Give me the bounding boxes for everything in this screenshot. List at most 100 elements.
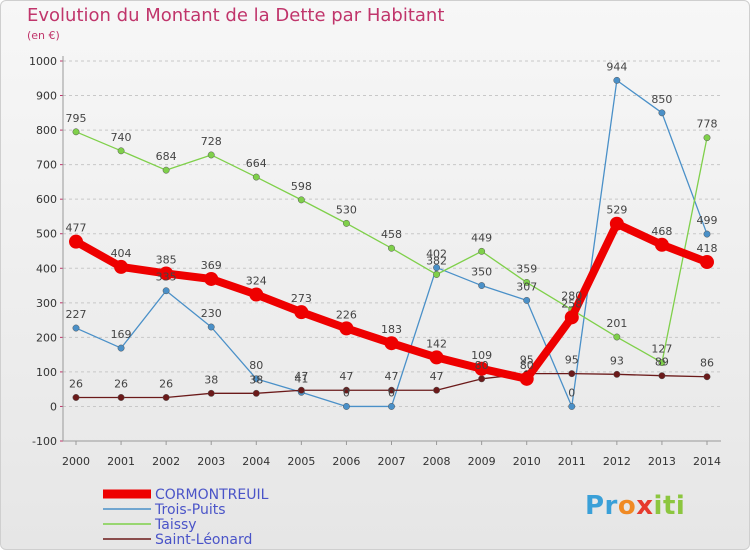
data-point bbox=[207, 389, 215, 397]
data-label: 369 bbox=[201, 259, 222, 272]
data-point bbox=[658, 109, 666, 117]
data-label: 95 bbox=[520, 354, 534, 367]
data-point bbox=[162, 287, 170, 295]
x-tick-label: 2002 bbox=[152, 455, 180, 468]
data-label: 26 bbox=[114, 377, 128, 390]
data-point bbox=[162, 166, 170, 174]
series-layer bbox=[69, 76, 714, 410]
data-point bbox=[249, 287, 264, 302]
data-label: 477 bbox=[66, 222, 87, 235]
data-point bbox=[117, 147, 125, 155]
x-tick-label: 2007 bbox=[378, 455, 406, 468]
y-tick-label: -100 bbox=[32, 435, 57, 448]
data-point bbox=[207, 151, 215, 159]
data-label: 350 bbox=[471, 266, 492, 279]
data-label: 273 bbox=[291, 292, 312, 305]
x-tick-label: 2006 bbox=[332, 455, 360, 468]
data-label: 385 bbox=[156, 253, 177, 266]
x-tick-label: 2001 bbox=[107, 455, 135, 468]
data-label: 258 bbox=[561, 297, 582, 310]
data-label: 307 bbox=[516, 280, 537, 293]
data-label: 740 bbox=[111, 131, 132, 144]
data-label: 850 bbox=[651, 93, 672, 106]
legend-label: Saint-Léonard bbox=[155, 532, 252, 548]
data-point bbox=[342, 219, 350, 227]
grid-lines bbox=[63, 60, 721, 442]
data-point bbox=[294, 305, 309, 320]
y-tick-label: 500 bbox=[36, 228, 57, 241]
data-point bbox=[654, 237, 669, 252]
data-label: 38 bbox=[249, 373, 263, 386]
data-label: 335 bbox=[156, 271, 177, 284]
y-tick-label: 800 bbox=[36, 124, 57, 137]
data-point bbox=[114, 259, 129, 274]
data-label: 47 bbox=[430, 370, 444, 383]
data-label: 41 bbox=[294, 372, 308, 385]
data-label: 458 bbox=[381, 228, 402, 241]
data-label: 86 bbox=[700, 357, 714, 370]
data-label: 324 bbox=[246, 275, 267, 288]
data-point bbox=[613, 76, 621, 84]
proxiti-logo: Proxiti bbox=[585, 491, 686, 521]
data-point bbox=[388, 386, 395, 394]
data-label: 795 bbox=[66, 112, 87, 125]
data-point bbox=[72, 128, 80, 136]
data-label: 80 bbox=[520, 359, 534, 372]
data-label: 402 bbox=[426, 248, 447, 261]
legend: CORMONTREUILTrois-PuitsTaissySaint-Léona… bbox=[103, 487, 269, 548]
data-label: 530 bbox=[336, 203, 357, 216]
data-label: 684 bbox=[156, 150, 177, 163]
legend-label: Taissy bbox=[154, 517, 197, 533]
data-label: 0 bbox=[568, 386, 575, 399]
data-point bbox=[703, 134, 711, 142]
y-tick-label: 400 bbox=[36, 262, 57, 275]
data-label: 468 bbox=[651, 225, 672, 238]
data-label: 0 bbox=[343, 386, 350, 399]
data-point bbox=[162, 394, 170, 401]
y-tick-label: 1000 bbox=[29, 55, 57, 68]
data-label: 359 bbox=[516, 262, 537, 275]
data-point bbox=[564, 310, 579, 325]
x-tick-label: 2010 bbox=[513, 455, 541, 468]
y-tick-label: 200 bbox=[36, 331, 57, 344]
data-label: 80 bbox=[249, 359, 263, 372]
data-label: 89 bbox=[655, 356, 669, 369]
legend-label: CORMONTREUIL bbox=[155, 487, 269, 503]
data-point bbox=[703, 230, 711, 238]
x-tick-label: 2009 bbox=[468, 455, 496, 468]
data-point bbox=[433, 271, 441, 278]
x-tick-label: 2014 bbox=[693, 455, 721, 468]
data-label: 26 bbox=[69, 377, 83, 390]
axes: -100010020030040050060070080090010002000… bbox=[29, 55, 721, 468]
data-label: 404 bbox=[111, 247, 132, 260]
data-point bbox=[523, 278, 531, 286]
data-label: 201 bbox=[606, 317, 627, 330]
data-label: 183 bbox=[381, 323, 402, 336]
data-point bbox=[613, 370, 621, 378]
data-point bbox=[117, 344, 125, 352]
x-tick-label: 2011 bbox=[558, 455, 586, 468]
data-point bbox=[159, 266, 174, 281]
data-point bbox=[207, 323, 215, 331]
chart-title: Evolution du Montant de la Dette par Hab… bbox=[27, 5, 445, 26]
data-point bbox=[568, 370, 576, 378]
data-label: 47 bbox=[294, 370, 308, 383]
legend-label: Trois-Puits bbox=[154, 502, 226, 518]
y-tick-label: 900 bbox=[36, 90, 57, 103]
data-point bbox=[252, 389, 260, 397]
data-point bbox=[703, 373, 711, 381]
data-point bbox=[613, 333, 621, 341]
data-point bbox=[72, 394, 80, 401]
data-point bbox=[433, 386, 441, 394]
x-tick-label: 2012 bbox=[603, 455, 631, 468]
data-point bbox=[204, 271, 219, 286]
data-point bbox=[523, 296, 531, 304]
data-label: 169 bbox=[111, 328, 132, 341]
x-tick-label: 2004 bbox=[242, 455, 270, 468]
data-label: 38 bbox=[204, 373, 218, 386]
x-tick-label: 2005 bbox=[287, 455, 315, 468]
y-tick-label: 600 bbox=[36, 193, 57, 206]
data-point bbox=[388, 403, 395, 410]
data-point bbox=[658, 359, 666, 367]
